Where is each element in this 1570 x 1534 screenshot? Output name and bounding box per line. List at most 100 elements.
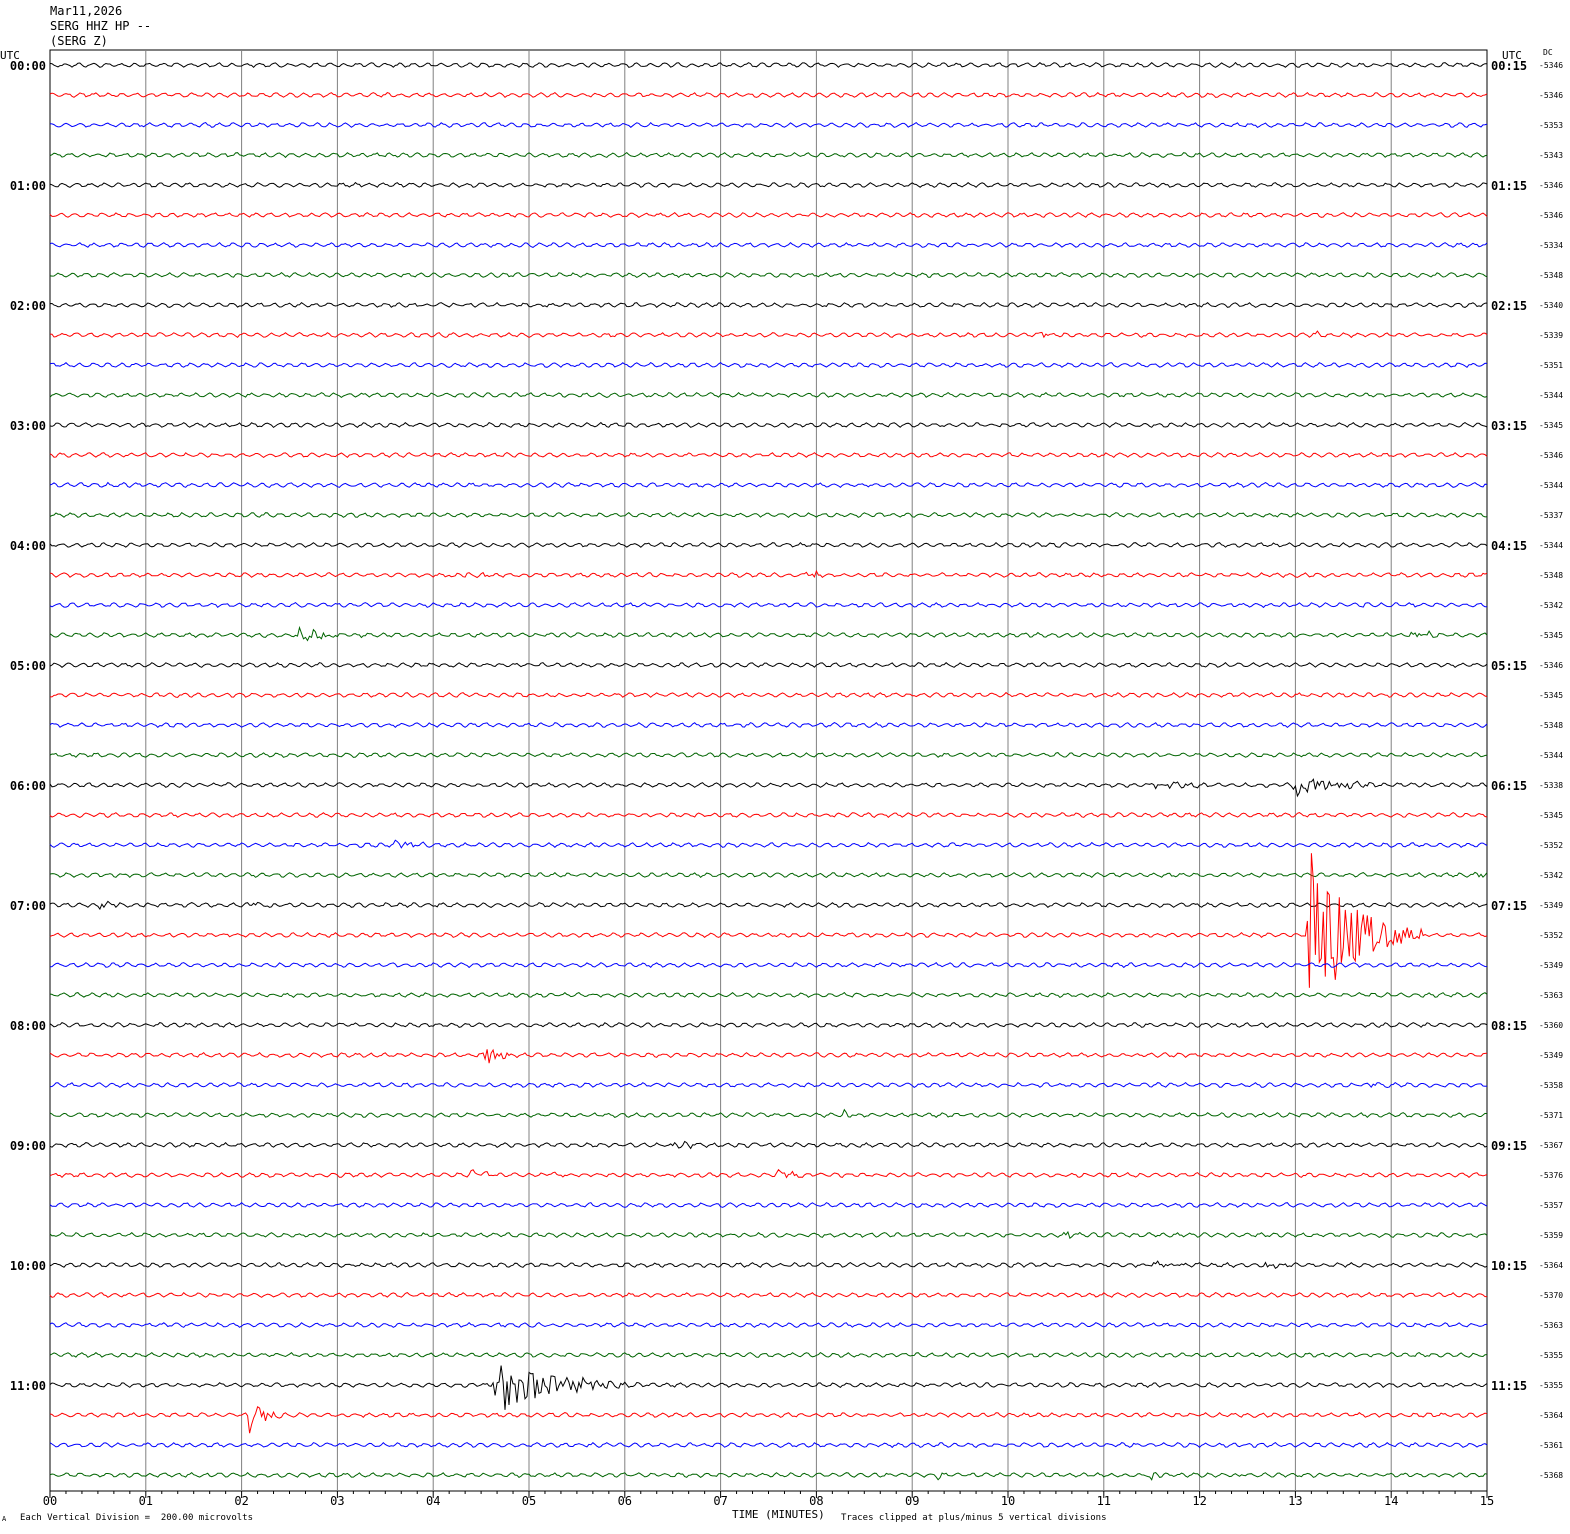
x-tick-label: 04 [426, 1494, 440, 1508]
trace-line [49, 962, 1488, 969]
x-tick-label: 05 [522, 1494, 536, 1508]
right-utc-label: UTC [1502, 49, 1522, 62]
left-utc-label: UTC [0, 49, 20, 62]
trace-line [49, 301, 1488, 308]
dc-offset-label: -5346 [1539, 661, 1563, 670]
left-hour-label: 04:00 [10, 539, 46, 553]
right-hour-label: 05:15 [1491, 659, 1527, 673]
left-hour-label: 08:00 [10, 1019, 46, 1033]
trace-line [49, 1406, 1488, 1434]
dc-label: DC [1543, 48, 1553, 57]
dc-offset-label: -5360 [1539, 1021, 1563, 1030]
dc-offset-label: -5364 [1539, 1411, 1563, 1420]
scale-note: Each Vertical Division = 200.00 microvol… [20, 1513, 253, 1523]
dc-offset-label: -5345 [1539, 421, 1563, 430]
left-hour-label: 05:00 [10, 659, 46, 673]
dc-offset-label: -5353 [1539, 121, 1563, 130]
plot-frame [49, 49, 1488, 1492]
dc-offset-label: -5370 [1539, 1291, 1563, 1300]
trace-line [49, 361, 1488, 368]
left-hour-label: 11:00 [10, 1379, 46, 1393]
dc-offset-label: -5346 [1539, 451, 1563, 460]
x-tick-label: 08 [809, 1494, 823, 1508]
trace-line [49, 91, 1488, 98]
dc-offset-label: -5363 [1539, 1321, 1563, 1330]
right-hour-label: 06:15 [1491, 779, 1527, 793]
trace-line [49, 625, 1488, 642]
trace-line [49, 662, 1488, 668]
trace-line [49, 330, 1488, 339]
dc-offset-label: -5339 [1539, 331, 1563, 340]
trace-line [49, 1202, 1488, 1208]
dc-offset-label: -5349 [1539, 901, 1563, 910]
dc-offset-label: -5348 [1539, 571, 1563, 580]
x-tick-label: 10 [1001, 1494, 1015, 1508]
trace-line [49, 601, 1488, 609]
dc-offset-label: -5346 [1539, 181, 1563, 190]
trace-line [49, 121, 1488, 129]
x-tick-label: 01 [139, 1494, 153, 1508]
trace-line [49, 391, 1488, 399]
trace-line [49, 752, 1488, 758]
dc-offset-label: -5367 [1539, 1141, 1563, 1150]
trace-line [49, 778, 1488, 798]
dc-offset-label: -5346 [1539, 91, 1563, 100]
trace-line [49, 1022, 1488, 1029]
right-hour-label: 01:15 [1491, 179, 1527, 193]
dc-offset-label: -5334 [1539, 241, 1563, 250]
trace-line [49, 1081, 1488, 1089]
dc-offset-label: -5352 [1539, 841, 1563, 850]
dc-offset-label: -5345 [1539, 691, 1563, 700]
right-hour-label: 04:15 [1491, 539, 1527, 553]
left-hour-label: 09:00 [10, 1139, 46, 1153]
left-hour-label: 10:00 [10, 1259, 46, 1273]
x-tick-label: 11 [1097, 1494, 1111, 1508]
trace-line [49, 991, 1488, 999]
dc-offset-label: -5352 [1539, 931, 1563, 940]
x-tick-label: 12 [1192, 1494, 1206, 1508]
dc-offset-label: -5343 [1539, 151, 1563, 160]
trace-line [49, 541, 1488, 548]
trace-line [49, 1140, 1488, 1150]
trace-line [49, 1365, 1488, 1410]
dc-offset-label: -5371 [1539, 1111, 1563, 1120]
x-tick-label: 13 [1288, 1494, 1302, 1508]
dc-offset-label: -5349 [1539, 1051, 1563, 1060]
trace-line [49, 151, 1488, 159]
trace-line [49, 1108, 1488, 1119]
dc-offset-label: -5346 [1539, 61, 1563, 70]
trace-line [49, 181, 1488, 188]
dc-offset-label: -5346 [1539, 211, 1563, 220]
header-date: Mar11,2026 [50, 4, 123, 18]
right-hour-label: 08:15 [1491, 1019, 1527, 1033]
dc-offset-label: -5358 [1539, 1081, 1563, 1090]
trace-line [49, 451, 1488, 459]
dc-offset-label: -5351 [1539, 361, 1563, 370]
corner-mark: A [2, 1515, 7, 1523]
dc-offset-label: -5344 [1539, 751, 1563, 760]
dc-offset-label: -5357 [1539, 1201, 1563, 1210]
dc-offset-label: -5338 [1539, 781, 1563, 790]
trace-line [49, 1230, 1488, 1240]
left-hour-label: 02:00 [10, 299, 46, 313]
trace-line [49, 212, 1488, 219]
trace-line [49, 511, 1488, 518]
trace-line [49, 61, 1487, 69]
trace-line [49, 721, 1488, 729]
right-hour-label: 00:15 [1491, 59, 1527, 73]
trace-line [49, 1291, 1487, 1298]
right-hour-label: 03:15 [1491, 419, 1527, 433]
dc-offset-label: -5355 [1539, 1381, 1563, 1390]
dc-offset-label: -5345 [1539, 811, 1563, 820]
x-tick-label: 02 [234, 1494, 248, 1508]
dc-offset-label: -5355 [1539, 1351, 1563, 1360]
trace-line [49, 271, 1488, 278]
dc-offset-label: -5368 [1539, 1471, 1563, 1480]
x-tick-label: 15 [1480, 1494, 1494, 1508]
dc-offset-label: -5340 [1539, 301, 1563, 310]
x-axis-title: TIME (MINUTES) [732, 1508, 825, 1521]
trace-line [49, 421, 1488, 429]
right-hour-label: 09:15 [1491, 1139, 1527, 1153]
header-station: (SERG Z) [50, 34, 108, 48]
dc-offset-label: -5364 [1539, 1261, 1563, 1270]
